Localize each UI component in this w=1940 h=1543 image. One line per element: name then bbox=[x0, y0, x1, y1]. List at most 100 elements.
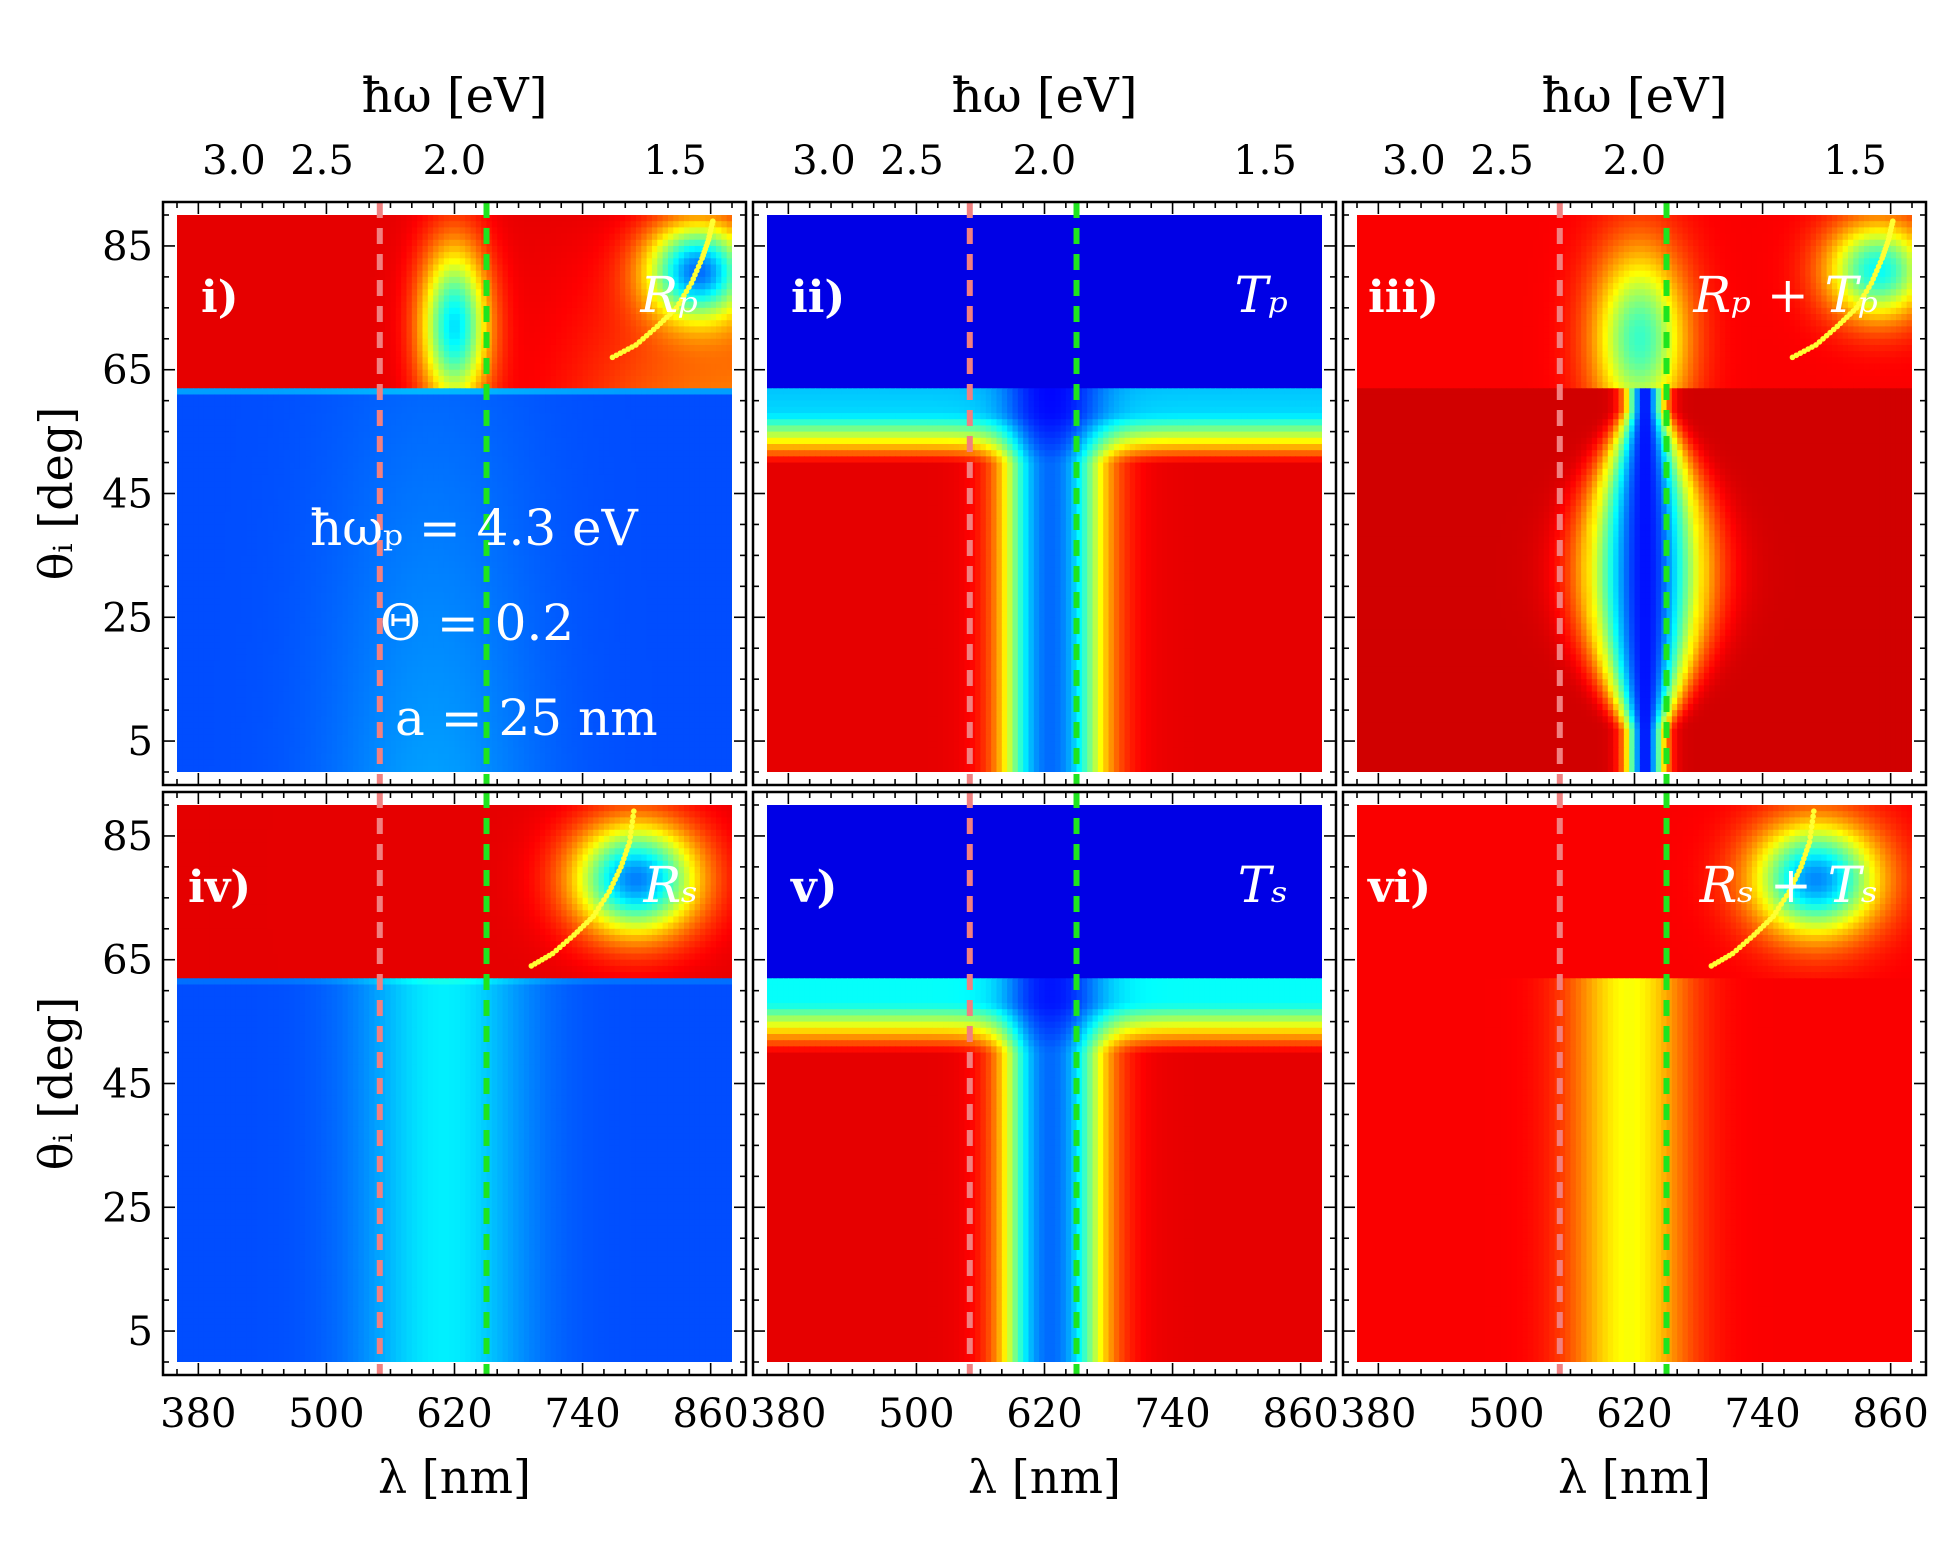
heatmap-cell bbox=[539, 258, 546, 266]
heatmap-cell bbox=[331, 437, 338, 445]
heatmap-cell bbox=[337, 394, 344, 402]
heatmap-cell bbox=[299, 425, 306, 433]
heatmap-cell bbox=[358, 295, 365, 303]
heatmap-cell bbox=[635, 394, 642, 402]
heatmap-cell bbox=[550, 363, 557, 371]
heatmap-cell bbox=[699, 283, 706, 290]
heatmap-cell bbox=[539, 450, 546, 457]
heatmap-cell bbox=[715, 264, 722, 272]
heatmap-cell bbox=[433, 239, 440, 247]
heatmap-cell bbox=[523, 276, 530, 284]
heatmap-cell bbox=[422, 276, 429, 284]
heatmap-cell bbox=[219, 338, 226, 346]
heatmap-cell bbox=[689, 406, 696, 414]
heatmap-cell bbox=[673, 431, 680, 439]
heatmap-cell bbox=[390, 301, 397, 309]
heatmap-cell bbox=[358, 499, 365, 507]
heatmap-cell bbox=[513, 400, 520, 408]
heatmap-cell bbox=[609, 301, 616, 309]
heatmap-cell bbox=[363, 264, 370, 272]
heatmap-cell bbox=[310, 443, 317, 451]
heatmap-cell bbox=[619, 338, 626, 346]
heatmap-cell bbox=[603, 400, 610, 408]
heatmap-cell bbox=[411, 258, 418, 266]
heatmap-cell bbox=[342, 481, 349, 488]
heatmap-cell bbox=[625, 487, 632, 495]
heatmap-cell bbox=[566, 332, 573, 340]
heatmap-cell bbox=[566, 394, 573, 402]
heatmap-cell bbox=[619, 332, 626, 340]
heatmap-cell bbox=[337, 406, 344, 414]
heatmap-cell bbox=[273, 468, 279, 476]
heatmap-cell bbox=[198, 425, 205, 433]
heatmap-cell bbox=[566, 413, 573, 420]
heatmap-cell bbox=[523, 252, 530, 259]
heatmap-cell bbox=[422, 314, 429, 321]
heatmap-cell bbox=[198, 369, 205, 377]
heatmap-cell bbox=[278, 332, 285, 340]
heatmap-cell bbox=[182, 221, 189, 228]
heatmap-cell bbox=[251, 314, 258, 321]
heatmap-cell bbox=[235, 338, 242, 346]
heatmap-cell bbox=[241, 270, 247, 278]
heatmap-cell bbox=[369, 450, 376, 457]
heatmap-cell bbox=[278, 369, 285, 377]
heatmap-cell bbox=[614, 314, 621, 321]
heatmap-cell bbox=[427, 474, 434, 482]
heatmap-cell bbox=[374, 431, 381, 439]
heatmap-cell bbox=[699, 221, 706, 228]
heatmap-cell bbox=[577, 320, 584, 327]
heatmap-cell bbox=[235, 388, 242, 396]
heatmap-cell bbox=[449, 474, 456, 482]
heatmap-cell bbox=[646, 332, 653, 340]
heatmap-cell bbox=[209, 468, 215, 476]
heatmap-cell bbox=[406, 301, 413, 309]
heatmap-cell bbox=[523, 289, 530, 297]
heatmap-cell bbox=[475, 505, 482, 513]
heatmap-cell bbox=[347, 357, 354, 365]
heatmap-cell bbox=[502, 493, 509, 501]
heatmap-cell bbox=[497, 375, 504, 383]
heatmap-cell bbox=[470, 357, 477, 365]
heatmap-cell bbox=[246, 487, 253, 495]
heatmap-cell bbox=[678, 400, 685, 408]
heatmap-cell bbox=[353, 338, 360, 346]
heatmap-cell bbox=[363, 351, 370, 358]
heatmap-cell bbox=[454, 413, 461, 420]
heatmap-cell bbox=[310, 425, 317, 433]
heatmap-cell bbox=[305, 326, 312, 334]
heatmap-cell bbox=[486, 505, 493, 513]
heatmap-cell bbox=[262, 394, 269, 402]
heatmap-cell bbox=[235, 363, 242, 371]
heatmap-cell bbox=[411, 338, 418, 346]
heatmap-cell bbox=[651, 351, 658, 358]
heatmap-cell bbox=[433, 233, 440, 241]
heatmap-cell bbox=[427, 276, 434, 284]
heatmap-cell bbox=[433, 474, 440, 482]
heatmap-cell bbox=[219, 375, 226, 383]
heatmap-cell bbox=[246, 382, 253, 389]
heatmap-cell bbox=[454, 338, 461, 346]
heatmap-cell bbox=[438, 431, 445, 439]
heatmap-cell bbox=[486, 326, 493, 334]
heatmap-cell bbox=[310, 363, 317, 371]
heatmap-cell bbox=[577, 450, 584, 457]
heatmap-cell bbox=[273, 314, 279, 321]
heatmap-cell bbox=[353, 425, 360, 433]
heatmap-cell bbox=[257, 375, 263, 383]
heatmap-cell bbox=[465, 270, 472, 278]
heatmap-cell bbox=[390, 394, 397, 402]
heatmap-cell bbox=[417, 375, 424, 383]
heatmap-cell bbox=[614, 425, 621, 433]
heatmap-cell bbox=[443, 227, 450, 235]
heatmap-cell bbox=[630, 338, 637, 346]
heatmap-cell bbox=[294, 276, 301, 284]
heatmap-cell bbox=[401, 431, 408, 439]
heatmap-cell bbox=[369, 425, 376, 433]
heatmap-cell bbox=[209, 295, 215, 303]
heatmap-cell bbox=[251, 487, 258, 495]
heatmap-cell bbox=[198, 351, 205, 358]
heatmap-cell bbox=[619, 245, 626, 253]
heatmap-cell bbox=[406, 369, 413, 377]
heatmap-cell bbox=[507, 487, 514, 495]
